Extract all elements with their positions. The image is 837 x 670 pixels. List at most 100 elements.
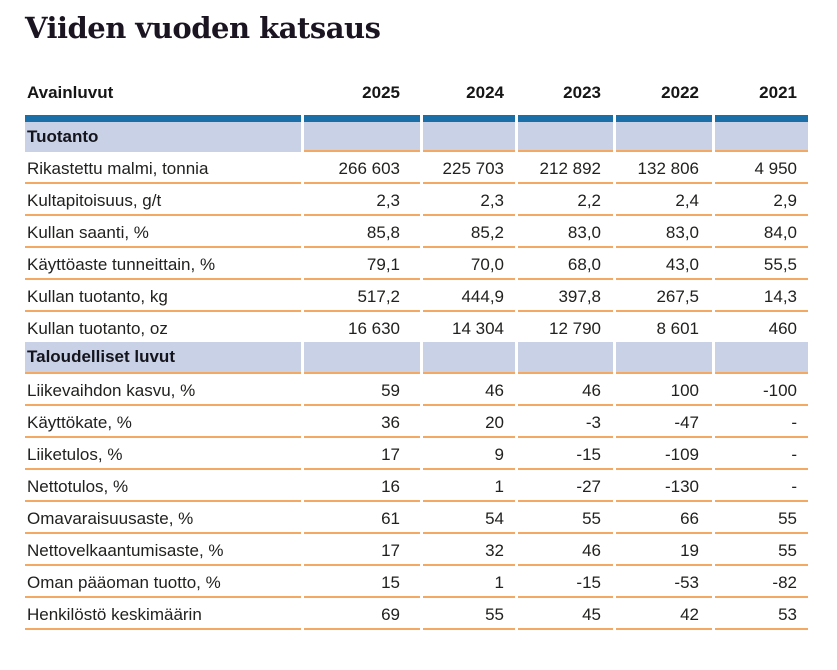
section-cell: [616, 115, 712, 152]
value-cell: 84,0: [715, 216, 808, 248]
row-label: Henkilöstö keskimäärin: [25, 598, 301, 630]
value-cell: 20: [423, 406, 515, 438]
value-cell: 66: [616, 502, 712, 534]
value-cell: 460: [768, 319, 797, 338]
section-cell: [518, 342, 613, 374]
row-label: Omavaraisuusaste, %: [25, 502, 301, 534]
value-cell: 17: [304, 438, 420, 470]
value-cell: 69: [304, 598, 420, 630]
table-row: Omavaraisuusaste, % 61 54 55 66 55: [25, 502, 808, 534]
value-cell: 444,9: [423, 280, 515, 312]
value-cell: 225 703: [423, 152, 515, 184]
value-cell: 15: [304, 566, 420, 598]
header-year-2025: 2025: [362, 83, 400, 102]
value-cell: 55: [423, 598, 515, 630]
value-cell: 46: [423, 374, 515, 406]
row-label: Käyttökate, %: [25, 406, 301, 438]
table-header-row: Avainluvut 2025 2024 2023 2022 2021: [25, 44, 808, 115]
value-cell: 266 603: [304, 152, 420, 184]
section-row-taloudelliset-luvut: Taloudelliset luvut: [25, 342, 808, 374]
page-title: Viiden vuoden katsaus: [25, 11, 381, 45]
value-cell: 55: [715, 502, 808, 534]
value-cell: 517,2: [304, 280, 420, 312]
value-cell: -15: [518, 566, 613, 598]
table-row: Kullan saanti, % 85,8 85,2 83,0 83,0 84,…: [25, 216, 808, 248]
row-label: Käyttöaste tunneittain, %: [25, 248, 301, 280]
value-cell: -100: [715, 374, 808, 406]
report-page: Viiden vuoden katsaus Avainluvut 2025 20…: [22, 11, 811, 630]
section-cell: [715, 342, 808, 374]
key-figures-table: Avainluvut 2025 2024 2023 2022 2021 Tuot…: [22, 44, 811, 630]
value-cell: 267,5: [616, 280, 712, 312]
value-cell: 8 601: [656, 319, 699, 338]
section-cell: [304, 342, 420, 374]
row-label: Nettovelkaantumisaste, %: [25, 534, 301, 566]
value-cell: 14 304: [452, 319, 504, 338]
table-row: Liiketulos, % 17 9 -15 -109 -: [25, 438, 808, 470]
table-row: Kullan tuotanto, kg 517,2 444,9 397,8 26…: [25, 280, 808, 312]
value-cell: 53: [715, 598, 808, 630]
value-cell: 16: [304, 470, 420, 502]
table-row: Nettovelkaantumisaste, % 17 32 46 19 55: [25, 534, 808, 566]
value-cell: -27: [518, 470, 613, 502]
section-title: Taloudelliset luvut: [25, 342, 301, 374]
header-year-2021: 2021: [759, 83, 797, 102]
row-label: Kullan tuotanto, oz: [27, 319, 168, 338]
value-cell: 36: [304, 406, 420, 438]
row-label: Liiketulos, %: [25, 438, 301, 470]
header-year-2023: 2023: [563, 83, 601, 102]
table-row: Oman pääoman tuotto, % 15 1 -15 -53 -82: [25, 566, 808, 598]
value-cell: 70,0: [423, 248, 515, 280]
value-cell: -109: [616, 438, 712, 470]
value-cell: 17: [304, 534, 420, 566]
value-cell: 43,0: [616, 248, 712, 280]
table-row: Liikevaihdon kasvu, % 59 46 46 100 -100: [25, 374, 808, 406]
value-cell: 61: [304, 502, 420, 534]
table-row: Nettotulos, % 16 1 -27 -130 -: [25, 470, 808, 502]
table-row: Käyttökate, % 36 20 -3 -47 -: [25, 406, 808, 438]
section-cell: [518, 115, 613, 152]
value-cell: 2,9: [715, 184, 808, 216]
value-cell: 14,3: [715, 280, 808, 312]
row-label: Rikastettu malmi, tonnia: [25, 152, 301, 184]
value-cell: 212 892: [518, 152, 613, 184]
table-row: Rikastettu malmi, tonnia 266 603 225 703…: [25, 152, 808, 184]
value-cell: 46: [518, 534, 613, 566]
value-cell: 32: [423, 534, 515, 566]
table-row: Käyttöaste tunneittain, % 79,1 70,0 68,0…: [25, 248, 808, 280]
value-cell: 1: [423, 470, 515, 502]
value-cell: 83,0: [616, 216, 712, 248]
section-cell: [304, 115, 420, 152]
value-cell: 132 806: [616, 152, 712, 184]
value-cell: 68,0: [518, 248, 613, 280]
value-cell: 85,8: [304, 216, 420, 248]
value-cell: 9: [423, 438, 515, 470]
header-label: Avainluvut: [27, 83, 114, 102]
value-cell: 83,0: [518, 216, 613, 248]
value-cell: -: [715, 406, 808, 438]
value-cell: 54: [423, 502, 515, 534]
value-cell: -47: [616, 406, 712, 438]
value-cell: 2,3: [304, 184, 420, 216]
row-label: Kullan tuotanto, kg: [25, 280, 301, 312]
table-row: Henkilöstö keskimäärin 69 55 45 42 53: [25, 598, 808, 630]
value-cell: -82: [715, 566, 808, 598]
section-cell: [423, 342, 515, 374]
value-cell: 19: [616, 534, 712, 566]
value-cell: 55,5: [715, 248, 808, 280]
value-cell: 2,3: [423, 184, 515, 216]
row-label: Liikevaihdon kasvu, %: [25, 374, 301, 406]
value-cell: 59: [304, 374, 420, 406]
value-cell: 85,2: [423, 216, 515, 248]
value-cell: 42: [616, 598, 712, 630]
value-cell: 55: [715, 534, 808, 566]
value-cell: 397,8: [518, 280, 613, 312]
section-row-tuotanto: Tuotanto: [25, 115, 808, 152]
value-cell: -53: [616, 566, 712, 598]
value-cell: 46: [518, 374, 613, 406]
row-label: Kullan saanti, %: [25, 216, 301, 248]
section-title: Tuotanto: [25, 115, 301, 152]
row-label: Kultapitoisuus, g/t: [25, 184, 301, 216]
header-year-2024: 2024: [466, 83, 504, 102]
value-cell: 16 630: [348, 319, 400, 338]
